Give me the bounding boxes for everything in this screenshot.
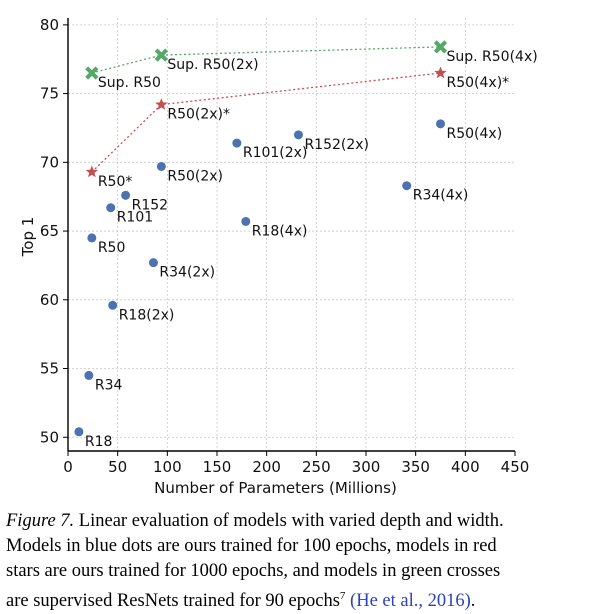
scatter-chart: 0 50 100 150 200 250 300 350 400 4505055606570758… xyxy=(19,16,538,497)
caption-footnote-mark: 7 xyxy=(339,590,346,602)
y-tick-label: 70 xyxy=(40,153,59,171)
point-label: R50(2x) xyxy=(167,168,223,184)
dot-marker xyxy=(436,119,445,129)
cross-marker xyxy=(154,48,168,62)
point-label: R50 xyxy=(98,240,126,256)
caption-line-4: are supervised ResNets trained for 90 ep… xyxy=(6,591,340,612)
cross-marker xyxy=(433,40,448,54)
point-label: R50(2x)* xyxy=(167,107,230,123)
y-axis-title: Top 1 xyxy=(19,217,37,258)
point-label: R50(4x) xyxy=(447,126,503,142)
x-tick-label: 100 xyxy=(153,458,182,476)
y-tick-label: 75 xyxy=(40,85,59,103)
cross-series-line xyxy=(91,46,441,74)
x-axis-title: Number of Parameters (Millions) xyxy=(154,479,397,497)
grid-layer xyxy=(68,18,515,451)
x-tick-label: 50 xyxy=(108,458,127,476)
dot-marker xyxy=(156,161,166,171)
caption-line-3: stars are ours trained for 1000 epochs, … xyxy=(6,561,501,581)
dot-marker xyxy=(232,138,242,148)
cross-stroke xyxy=(85,66,99,80)
point-label: R101(2x) xyxy=(243,145,308,161)
dot-marker xyxy=(74,427,84,437)
point-label: R34(2x) xyxy=(159,265,215,281)
point-label: R18(2x) xyxy=(119,307,175,323)
y-tick-label: 65 xyxy=(40,222,59,240)
point-label: R50(4x)* xyxy=(447,75,510,91)
star-marker xyxy=(155,98,168,110)
caption-line-2: Models in blue dots are ours trained for… xyxy=(6,536,497,556)
point-label: R34(4x) xyxy=(413,188,469,204)
x-tick-label: 200 xyxy=(252,458,281,476)
dot-marker xyxy=(108,300,118,310)
dot-marker xyxy=(84,370,94,380)
point-label: Sup. R50(4x) xyxy=(447,49,538,65)
axes: 0 50 100 150 200 250 300 350 400 4505055606570758… xyxy=(19,16,529,497)
figure-caption: Figure 7. Linear evaluation of models wi… xyxy=(6,509,606,614)
caption-line-4-end: . xyxy=(470,591,476,612)
star-marker xyxy=(434,66,447,79)
point-label: Sup. R50 xyxy=(98,75,161,91)
dot-marker xyxy=(241,216,251,226)
cross-stroke xyxy=(433,40,448,54)
x-tick-label: 0 xyxy=(63,458,73,476)
cross-marker xyxy=(85,66,99,80)
point-label: R152 xyxy=(132,197,168,213)
caption-figure-label: Figure 7. xyxy=(6,511,75,531)
point-label: R18(4x) xyxy=(252,223,308,239)
dot-marker xyxy=(106,203,116,213)
caption-line-1: Linear evaluation of models with varied … xyxy=(74,511,504,531)
y-tick-label: 60 xyxy=(40,291,59,309)
dot-marker xyxy=(87,233,97,243)
y-tick-label: 55 xyxy=(40,360,59,378)
caption-citation-link[interactable]: (He et al., 2016) xyxy=(350,591,471,612)
point-label: Sup. R50(2x) xyxy=(167,57,258,73)
y-tick-label: 80 xyxy=(40,16,59,34)
point-label: R50* xyxy=(98,174,133,190)
point-label: R152(2x) xyxy=(304,137,369,153)
y-tick-label: 50 xyxy=(40,428,59,446)
series-lines xyxy=(91,46,441,173)
star-marker xyxy=(85,165,99,178)
data-markers xyxy=(74,40,448,437)
cross-stroke xyxy=(154,48,168,62)
star-series-line xyxy=(91,72,441,173)
point-label: R34 xyxy=(95,377,123,393)
point-label: R18 xyxy=(85,434,113,450)
dot-marker xyxy=(293,130,303,140)
dot-marker xyxy=(121,190,131,200)
x-tick-label: 350 xyxy=(401,458,430,476)
dot-marker xyxy=(148,258,158,268)
point-label: R101 xyxy=(117,210,153,226)
x-tick-label: 400 xyxy=(451,458,480,476)
dot-marker xyxy=(402,181,412,191)
x-tick-label: 300 xyxy=(352,458,381,476)
x-tick-label: 450 xyxy=(501,458,530,476)
x-tick-label: 150 xyxy=(203,458,232,476)
x-tick-label: 250 xyxy=(302,458,331,476)
